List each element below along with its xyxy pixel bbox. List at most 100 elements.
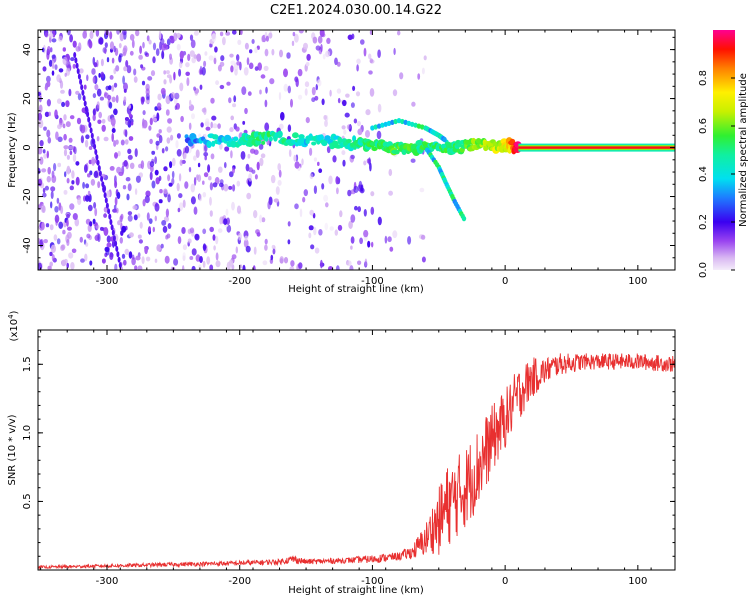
noise-cell [108, 213, 112, 220]
noise-cell [241, 86, 247, 95]
noise-cell [42, 192, 47, 198]
noise-cell [233, 95, 237, 103]
noise-cell [126, 193, 130, 201]
noise-cell [260, 74, 266, 79]
noise-cell [54, 206, 59, 213]
noise-cell [38, 104, 43, 113]
branch-cell [442, 137, 447, 143]
noise-cell [355, 91, 361, 97]
noise-cell [98, 37, 104, 45]
noise-cell [89, 30, 94, 40]
noise-cell [417, 73, 421, 80]
noise-cell [48, 33, 54, 38]
noise-cell [343, 129, 347, 135]
noise-cell [67, 231, 72, 239]
noise-cell [104, 42, 108, 48]
noise-cell [237, 39, 242, 45]
noise-cell [123, 82, 128, 91]
noise-cell [264, 244, 268, 251]
noise-cell [101, 118, 106, 124]
noise-cell [127, 211, 133, 216]
noise-cell [103, 192, 107, 199]
noise-cell [223, 218, 228, 226]
noise-cell [318, 229, 323, 236]
noise-cell [98, 170, 102, 177]
noise-cell [94, 149, 98, 155]
noise-cell [54, 109, 58, 119]
noise-cell [148, 226, 151, 233]
branch-cell [400, 118, 405, 125]
noise-cell [423, 55, 427, 61]
noise-cell [117, 220, 121, 226]
noise-cell [89, 127, 93, 134]
noise-cell [127, 154, 133, 160]
noise-cell [125, 60, 129, 68]
noise-cell [258, 144, 264, 150]
branch-cell [416, 123, 422, 129]
noise-cell [161, 148, 165, 154]
noise-cell [286, 52, 291, 59]
noise-cell [163, 216, 170, 222]
noise-cell [182, 244, 187, 251]
noise-cell [165, 146, 169, 152]
noise-cell [79, 78, 83, 85]
noise-cell [352, 85, 356, 91]
noise-cell [86, 74, 89, 82]
noise-cell [193, 206, 198, 215]
noise-cell [411, 101, 416, 107]
noise-cell [93, 62, 98, 68]
noise-cell [326, 37, 331, 45]
signal-cell [206, 140, 212, 148]
noise-cell [253, 246, 257, 255]
branch-cell [403, 119, 408, 125]
noise-cell [163, 70, 167, 75]
noise-cell [392, 230, 398, 239]
noise-cell [97, 165, 101, 172]
noise-cell [66, 262, 69, 269]
snr-series-line [38, 353, 675, 570]
noise-cell [66, 154, 70, 160]
noise-cell [263, 65, 269, 71]
noise-cell [96, 136, 100, 142]
noise-cell [127, 214, 133, 222]
snr-x-axis-label: Height of straight line (km) [288, 585, 424, 596]
noise-cell [369, 30, 373, 35]
noise-cell [179, 50, 184, 60]
y-tick-label: -20 [22, 188, 33, 204]
noise-cell [39, 239, 43, 248]
signal-cell [337, 136, 343, 145]
noise-cell [193, 30, 199, 36]
noise-cell [125, 177, 131, 182]
noise-cell [44, 85, 48, 91]
noise-cell [287, 239, 291, 245]
noise-cell [388, 168, 393, 177]
noise-cell [128, 113, 132, 118]
noise-cell [86, 111, 90, 118]
noise-cell [388, 190, 393, 196]
noise-cell [397, 30, 401, 36]
spectrogram-cells [38, 30, 675, 270]
noise-cell [213, 57, 217, 65]
noise-cell [341, 150, 346, 156]
noise-cell [134, 188, 138, 196]
noise-cell [101, 181, 105, 188]
noise-cell [193, 86, 197, 91]
noise-cell [140, 64, 144, 69]
noise-cell [164, 255, 170, 264]
noise-cell [328, 266, 333, 270]
noise-cell [247, 91, 252, 96]
noise-cell [59, 80, 64, 89]
noise-cell [235, 126, 240, 132]
noise-cell [269, 78, 275, 85]
noise-cell [156, 244, 162, 252]
noise-cell [393, 47, 396, 56]
noise-cell [165, 109, 170, 116]
noise-cell [92, 113, 96, 122]
noise-cell [72, 63, 76, 69]
noise-cell [123, 259, 127, 266]
noise-cell [350, 245, 353, 250]
noise-cell [230, 150, 233, 159]
noise-cell [65, 121, 71, 128]
noise-cell [126, 65, 132, 74]
noise-cell [203, 152, 209, 157]
